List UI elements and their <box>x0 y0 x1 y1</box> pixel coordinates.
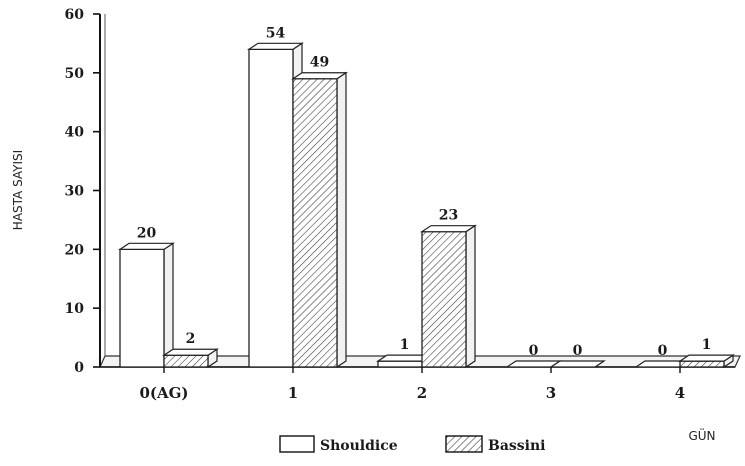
value-label: 1 <box>400 337 410 353</box>
bar-front <box>163 354 209 368</box>
value-label: 0 <box>573 343 583 359</box>
bar-bassini-4 <box>678 353 735 369</box>
x-tick-label: 0(AG) <box>139 384 188 402</box>
bar-front <box>377 360 423 368</box>
value-label: 23 <box>439 208 458 224</box>
bar-side <box>465 224 476 369</box>
value-label: 0 <box>658 343 668 359</box>
value-label: 0 <box>529 343 539 359</box>
bar-shouldice-0 <box>118 242 175 369</box>
bar-top <box>247 42 304 50</box>
bar-bassini-3 <box>549 360 606 368</box>
legend: Shouldice Bassini <box>279 435 545 454</box>
y-tick-label: 50 <box>65 66 85 82</box>
bar-front <box>292 78 338 368</box>
bar-top <box>678 354 735 362</box>
value-label: 54 <box>266 25 286 41</box>
bar-top <box>549 360 606 368</box>
bar-side <box>163 242 174 369</box>
y-tick-label: 10 <box>65 301 85 317</box>
legend-swatch-bassini <box>445 435 483 453</box>
value-label: 1 <box>702 337 712 353</box>
bar-top <box>291 72 348 80</box>
legend-label-bassini: Bassini <box>488 438 545 454</box>
legend-swatch-shouldice <box>279 435 315 453</box>
bar-front <box>421 231 467 368</box>
bar-top <box>420 225 477 233</box>
x-tick-label: 2 <box>417 384 427 402</box>
x-tick-label: 4 <box>675 384 685 402</box>
value-label: 49 <box>310 55 329 71</box>
bar-top <box>118 242 175 250</box>
bar-bassini-0 <box>162 348 219 369</box>
bar-front <box>679 360 725 368</box>
value-label: 2 <box>186 331 196 347</box>
bar-bassini-1 <box>291 71 348 369</box>
y-tick-label: 0 <box>74 360 84 376</box>
y-tick-label: 20 <box>65 242 85 258</box>
bar-front <box>119 248 165 368</box>
x-tick-label: 3 <box>546 384 556 402</box>
bar-front <box>248 48 294 368</box>
x-tick-label: 1 <box>288 384 298 402</box>
y-axis-title: HASTA SAYISI <box>11 150 25 230</box>
legend-label-shouldice: Shouldice <box>320 438 398 454</box>
x-axis-title: GÜN <box>688 427 715 443</box>
bar-bassini-2 <box>420 224 477 369</box>
y-tick-label: 40 <box>65 125 85 141</box>
y-tick-label: 30 <box>65 184 85 200</box>
bar-side <box>336 71 347 369</box>
y-tick-label: 60 <box>65 7 85 23</box>
value-label: 20 <box>137 225 157 241</box>
bar-top <box>162 348 219 356</box>
